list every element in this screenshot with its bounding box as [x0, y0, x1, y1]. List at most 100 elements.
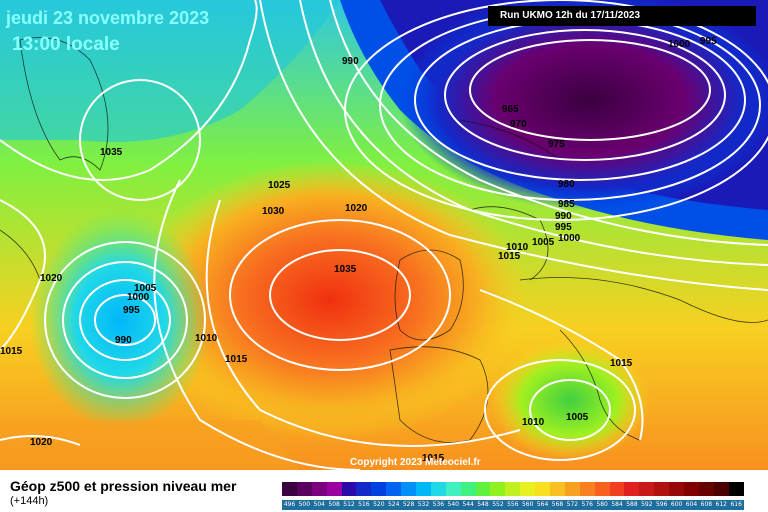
isobar-label: 1035 — [334, 264, 357, 275]
scale-tick: 536 — [430, 500, 446, 510]
isobar-label: 1020 — [40, 273, 63, 284]
isobar-label: 1025 — [268, 180, 291, 191]
isobar-label: 1030 — [262, 206, 285, 217]
scale-swatch — [356, 482, 372, 496]
scale-swatch — [460, 482, 476, 496]
scale-tick: 532 — [416, 500, 431, 510]
isobar-label: 1000 — [668, 39, 691, 50]
isobar-label: 990 — [115, 335, 132, 346]
scale-swatch — [713, 482, 729, 496]
scale-swatch — [311, 482, 327, 496]
scale-tick: 544 — [460, 500, 476, 510]
scale-swatch — [535, 482, 551, 496]
scale-tick: 608 — [698, 500, 714, 510]
scale-swatch — [341, 482, 357, 496]
scale-tick: 572 — [564, 500, 580, 510]
scale-tick: 520 — [371, 500, 387, 510]
isobar-label: 970 — [510, 119, 527, 130]
scale-tick: 524 — [386, 500, 402, 510]
scale-tick: 552 — [490, 500, 506, 510]
scale-swatch — [386, 482, 402, 496]
scale-swatch — [594, 482, 610, 496]
isobar-label: 980 — [558, 179, 575, 190]
scale-tick: 564 — [535, 500, 551, 510]
isobar-label: 1000 — [558, 233, 581, 244]
scale-swatch — [296, 482, 312, 496]
scale-tick: 604 — [684, 500, 699, 510]
scale-swatch — [579, 482, 595, 496]
forecast-date: jeudi 23 novembre 2023 — [6, 8, 210, 28]
scale-tick: 540 — [445, 500, 461, 510]
isobar-label: 975 — [548, 139, 565, 150]
scale-swatch — [326, 482, 342, 496]
scale-swatch — [445, 482, 461, 496]
isobar-label: 995 — [700, 36, 717, 47]
isobar-label: 1005 — [532, 237, 555, 248]
scale-swatch — [401, 482, 417, 496]
isobar-label: 1005 — [566, 412, 589, 423]
scale-tick: 612 — [713, 500, 729, 510]
scale-swatch — [669, 482, 685, 496]
isobar-label: 1020 — [345, 203, 368, 214]
isobar-label: 1000 — [127, 292, 150, 303]
scale-swatch — [654, 482, 670, 496]
forecast-offset: (+144h) — [10, 495, 49, 507]
scale-tick: 508 — [326, 500, 342, 510]
isobar-label: 990 — [342, 56, 359, 67]
scale-tick: 528 — [401, 500, 417, 510]
isobar-label: 985 — [558, 199, 575, 210]
scale-tick: 556 — [505, 500, 521, 510]
isobar-label: 1015 — [422, 453, 445, 464]
scale-tick: 560 — [520, 500, 536, 510]
scale-swatch — [639, 482, 655, 496]
scale-swatch — [624, 482, 640, 496]
scale-tick: 576 — [579, 500, 595, 510]
color-scale-ticks: 496 500 504 508 512 516 520 524 528 532 536 540 544 5… — [282, 500, 744, 510]
isobar-label: 1015 — [0, 346, 23, 357]
isobar-label: 1010 — [522, 417, 545, 428]
isobar-label: 1035 — [100, 147, 123, 158]
scale-tick: 588 — [624, 500, 640, 510]
scale-tick: 592 — [639, 500, 655, 510]
isobar-label: 1015 — [610, 358, 633, 369]
forecast-time: 13:00 locale — [12, 34, 120, 55]
scale-tick: 504 — [311, 500, 327, 510]
isobar-label: 990 — [555, 211, 572, 222]
scale-swatch — [371, 482, 387, 496]
scale-swatch — [520, 482, 536, 496]
scale-swatch — [698, 482, 714, 496]
scale-swatch — [609, 482, 625, 496]
scale-tick: 568 — [550, 500, 565, 510]
scale-swatch — [550, 482, 565, 496]
isobar-label: 1010 — [506, 242, 529, 253]
isobar-label: 1010 — [195, 333, 218, 344]
scale-tick: 516 — [356, 500, 372, 510]
isobar-label: 1015 — [498, 251, 521, 262]
scale-swatch — [282, 482, 297, 496]
color-scale — [282, 482, 744, 496]
scale-swatch — [416, 482, 431, 496]
copyright: Copyright 2023 Meteociel.fr — [350, 457, 481, 468]
scale-swatch — [430, 482, 446, 496]
scale-swatch — [490, 482, 506, 496]
scale-tick: 596 — [654, 500, 670, 510]
scale-tick: 512 — [341, 500, 357, 510]
scale-swatch — [684, 482, 699, 496]
isobar-label: 995 — [555, 222, 572, 233]
scale-tick: 600 — [669, 500, 685, 510]
scale-swatch — [564, 482, 580, 496]
scale-tick: 548 — [475, 500, 491, 510]
isobar-label: 1020 — [30, 437, 53, 448]
scale-tick: 496 — [282, 500, 297, 510]
scale-tick: 500 — [296, 500, 312, 510]
scale-tick: 584 — [609, 500, 625, 510]
scale-swatch — [728, 482, 744, 496]
scale-swatch — [505, 482, 521, 496]
isobar-label: 995 — [123, 305, 140, 316]
isobar-label: 1015 — [225, 354, 248, 365]
isobar-label: 1005 — [134, 283, 157, 294]
map-title: Géop z500 et pression niveau mer — [10, 478, 237, 494]
weather-map: 1000 995 990 965 970 975 980 985 990 995… — [0, 0, 768, 470]
scale-swatch — [475, 482, 491, 496]
